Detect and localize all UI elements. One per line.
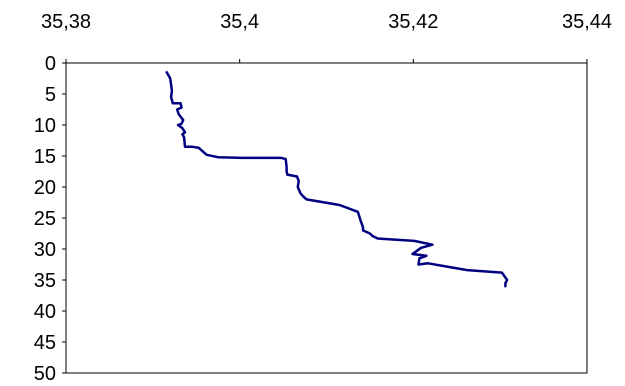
x-tick-label: 35,38 <box>41 11 91 33</box>
y-tick-label: 45 <box>34 332 56 354</box>
y-tick-label: 30 <box>34 239 56 261</box>
x-tick-label: 35,44 <box>562 11 612 33</box>
plot-area <box>65 62 588 374</box>
x-axis: 35,38 35,4 35,42 35,44 <box>41 11 612 63</box>
y-tick-label: 5 <box>45 84 56 106</box>
y-tick-label: 50 <box>34 363 56 385</box>
x-tick-label: 35,4 <box>220 11 259 33</box>
y-tick-label: 40 <box>34 301 56 323</box>
y-tick-label: 10 <box>34 115 56 137</box>
y-tick-label: 35 <box>34 270 56 292</box>
y-tick-label: 15 <box>34 146 56 168</box>
x-tick-label: 35,42 <box>388 11 438 33</box>
y-tick-label: 20 <box>34 177 56 199</box>
y-tick-label: 0 <box>45 53 56 75</box>
series-line <box>165 71 509 288</box>
y-axis: 0 5 10 15 20 25 30 35 40 45 50 <box>34 53 66 385</box>
y-tick-label: 25 <box>34 208 56 230</box>
